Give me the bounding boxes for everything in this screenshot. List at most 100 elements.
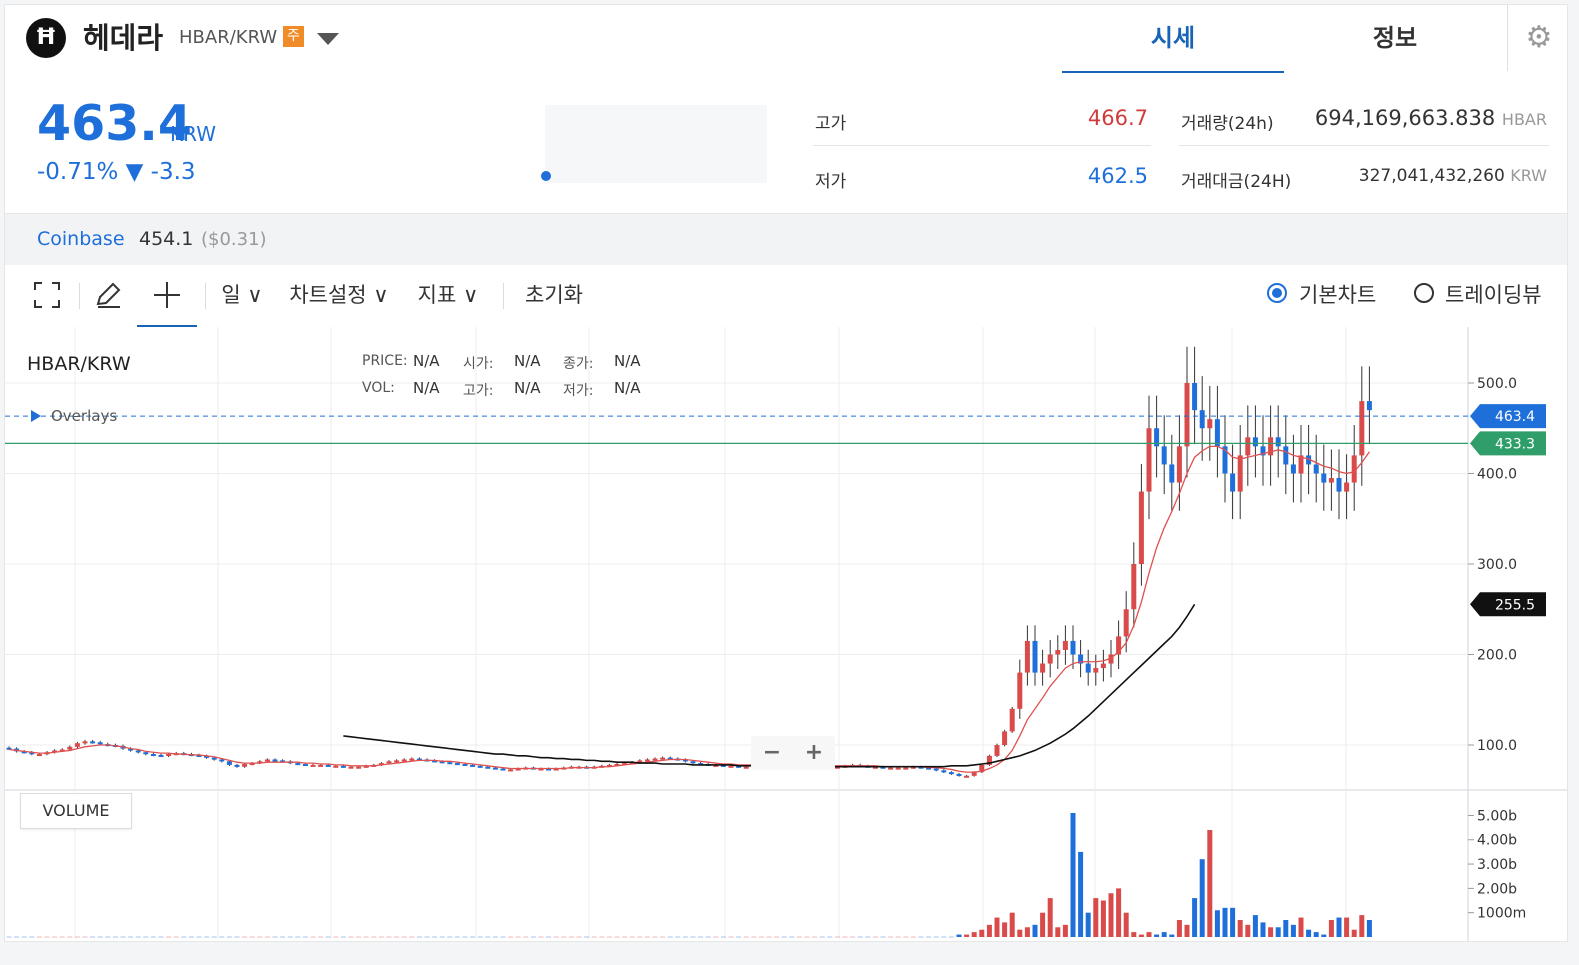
volume-panel-label: VOLUME (20, 793, 132, 829)
candle (1108, 654, 1114, 664)
volume-tick-label: 4.00b (1477, 833, 1517, 849)
volume-bar (705, 936, 711, 938)
volume-bar (948, 936, 954, 938)
caution-badge: 주 (283, 26, 304, 47)
candle (1032, 640, 1038, 673)
zoom-out-button[interactable]: − (762, 740, 782, 765)
pencil-icon[interactable] (85, 265, 133, 325)
trading-view-label[interactable]: 트레이딩뷰 (1445, 283, 1542, 307)
candle (1306, 455, 1312, 465)
volume-bar (1062, 924, 1068, 937)
volume-bar (546, 936, 552, 938)
candle (378, 763, 384, 766)
amount-value: 327,041,432,260 KRW (1358, 166, 1547, 186)
price-tag-label: 255.5 (1495, 597, 1535, 613)
volume-tick-label: 5.00b (1477, 808, 1517, 824)
indicators-dropdown[interactable]: 지표 ∨ (417, 283, 479, 307)
high-label: 고가 (815, 114, 847, 134)
candle (348, 766, 354, 769)
candle (728, 765, 734, 768)
chart-canvas[interactable]: 14Aug14Sep14Oct14Nov14Dec14500.0400.0300… (5, 327, 1568, 942)
volume-bar (1230, 907, 1236, 937)
tab-info[interactable]: 정보 (1372, 24, 1418, 52)
candle (295, 763, 301, 766)
volume-bar (766, 936, 772, 938)
volume-bar (941, 936, 947, 938)
volume-tick-label: 2.00b (1477, 881, 1517, 897)
volume-bar (1085, 912, 1091, 937)
candle (470, 764, 476, 767)
volume-bar (1002, 922, 1008, 937)
volume-bar (523, 936, 529, 938)
volume-bar (1321, 934, 1327, 937)
interval-dropdown[interactable]: 일 ∨ (221, 283, 263, 307)
tab-price[interactable]: 시세 (1062, 5, 1284, 74)
caret-down-icon[interactable] (317, 33, 339, 45)
mini-chart (545, 105, 767, 183)
exchange-name[interactable]: Coinbase (37, 228, 125, 250)
volume-bar (842, 936, 848, 938)
volume-bar (272, 936, 278, 938)
y-tick-label: 200.0 (1477, 648, 1517, 664)
volume-bar (302, 936, 308, 938)
volume-bar (143, 936, 149, 938)
chart-pair-label: HBAR/KRW (27, 353, 131, 375)
candle (67, 746, 73, 750)
gear-icon[interactable]: ⚙ (1507, 5, 1567, 71)
zoom-in-button[interactable]: + (804, 740, 824, 765)
volume-bar (219, 936, 225, 938)
volume-bar (1009, 912, 1015, 937)
candle (166, 754, 172, 757)
candle (219, 759, 225, 762)
candle (926, 767, 932, 770)
reset-button[interactable]: 초기화 (525, 283, 583, 307)
volume-bar (1078, 851, 1084, 937)
legend-vol-label: VOL: (362, 380, 395, 396)
volume-bar (188, 936, 194, 938)
volume-bar (204, 936, 210, 938)
volume-bar (758, 936, 764, 938)
volume-tick-label: 1000m (1477, 906, 1526, 922)
volume-bar (249, 936, 255, 938)
volume-bar (675, 936, 681, 938)
candle (1002, 731, 1008, 745)
candle (1336, 478, 1342, 492)
exchange-usd: ($0.31) (201, 229, 267, 250)
volume-label: 거래량(24h) (1181, 114, 1274, 134)
volume-bar (462, 936, 468, 938)
volume-bar (150, 936, 156, 938)
amount-unit: KRW (1510, 166, 1547, 185)
candle (1321, 473, 1327, 483)
volume-bar (1245, 924, 1251, 937)
volume-bar (264, 936, 270, 938)
basic-chart-label[interactable]: 기본차트 (1299, 283, 1377, 307)
volume-bar (394, 936, 400, 938)
exchange-bar: Coinbase 454.1 ($0.31) (5, 213, 1567, 267)
volume-bar (1306, 929, 1312, 937)
price-tag (1470, 404, 1546, 429)
candle (614, 764, 620, 767)
volume-bar (1100, 900, 1106, 937)
chart-toolbar: 일 ∨ 차트설정 ∨ 지표 ∨ 초기화 기본차트 트레이딩뷰 (5, 265, 1567, 328)
candle (895, 767, 901, 770)
fullscreen-icon[interactable] (23, 265, 71, 325)
price-chart[interactable]: 14Aug14Sep14Oct14Nov14Dec14500.0400.0300… (5, 327, 1568, 942)
volume-bar (82, 936, 88, 938)
candle (1047, 654, 1053, 664)
trading-view-radio[interactable] (1414, 283, 1434, 303)
basic-chart-radio[interactable] (1267, 283, 1287, 303)
candle (720, 764, 726, 767)
candle (492, 767, 498, 770)
crosshair-icon[interactable] (137, 265, 197, 328)
volume-bar (1252, 915, 1258, 937)
volume-bar (97, 936, 103, 938)
candle (667, 757, 673, 760)
candle (1100, 663, 1106, 669)
candle (553, 768, 559, 771)
stat-divider (813, 145, 1151, 146)
chart-settings-dropdown[interactable]: 차트설정 ∨ (289, 283, 389, 307)
candle (508, 769, 514, 772)
candle (1154, 428, 1160, 447)
overlays-toggle[interactable]: Overlays (31, 407, 117, 425)
volume-bar (14, 936, 20, 938)
